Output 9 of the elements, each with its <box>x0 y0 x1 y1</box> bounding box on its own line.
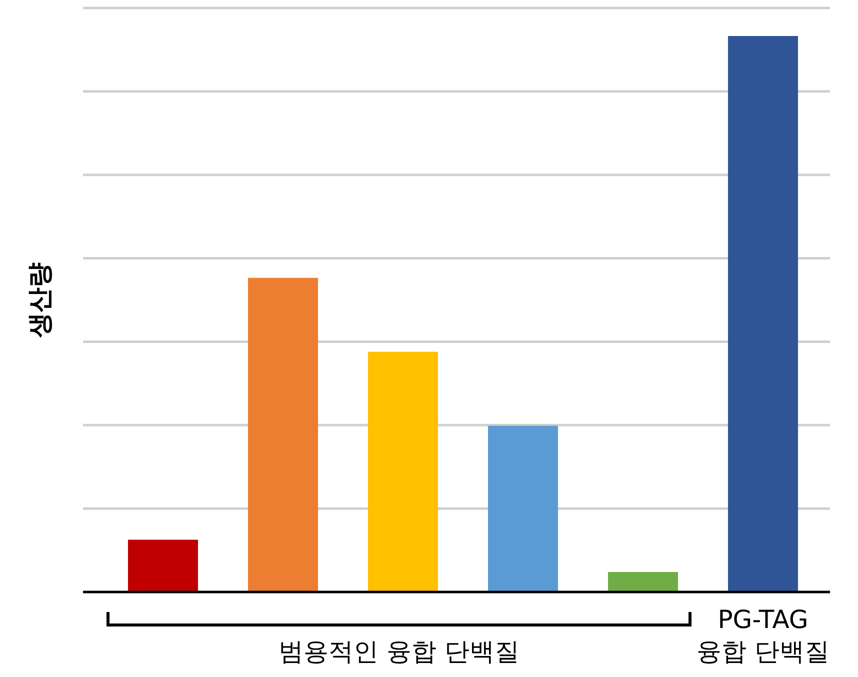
bar <box>608 572 678 592</box>
bar <box>488 426 558 592</box>
bar <box>248 278 318 592</box>
bar <box>728 36 798 592</box>
bar <box>368 352 438 592</box>
y-axis-title: 생산량 <box>25 262 54 338</box>
text: PG-TAG 융합 단백질 <box>696 604 830 668</box>
text: 범용적인 융합 단백질 <box>278 636 520 668</box>
bar <box>128 540 198 592</box>
